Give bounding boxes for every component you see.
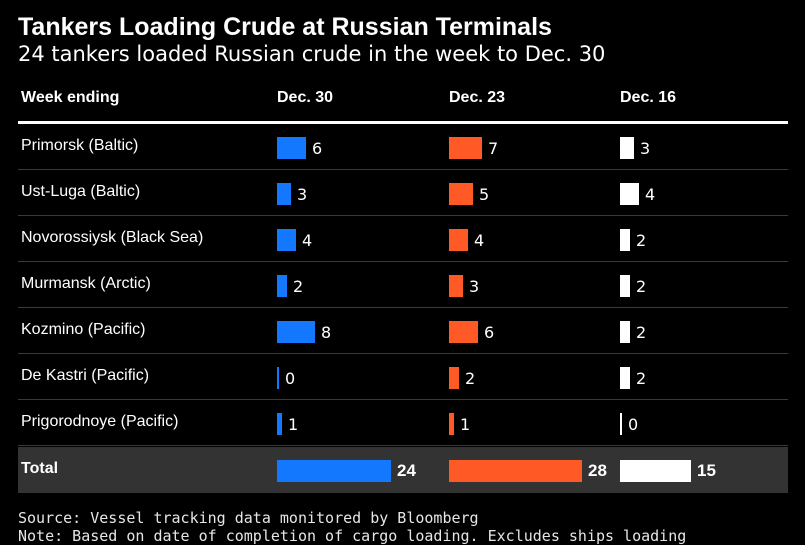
bar-value-label: 8 <box>321 323 332 342</box>
table-row: Prigorodnoye (Pacific) 1 1 0 <box>18 400 788 446</box>
bar-value-label: 2 <box>636 369 647 388</box>
bar-value-label: 0 <box>628 415 639 434</box>
bar <box>620 183 639 205</box>
table-row: Kozmino (Pacific) 8 6 2 <box>18 308 788 354</box>
label-column-header: Week ending <box>21 89 120 106</box>
bar-value-label: 3 <box>640 139 651 158</box>
column-header-dec-30: Dec. 30 <box>277 89 334 106</box>
bar-value-label: 2 <box>636 323 647 342</box>
bar-value-label: 2 <box>636 231 647 250</box>
bar-value-label: 4 <box>645 185 656 204</box>
bar-value-label: 5 <box>479 185 490 204</box>
bar <box>449 413 454 435</box>
bar-value-label: 15 <box>697 461 716 480</box>
table-row: De Kastri (Pacific) 0 2 2 <box>18 354 788 400</box>
column-header-dec-16: Dec. 16 <box>620 89 677 106</box>
bar-value-label: 3 <box>297 185 308 204</box>
bar <box>620 137 634 159</box>
bar <box>620 413 622 435</box>
source-note: Source: Vessel tracking data monitored b… <box>18 509 479 527</box>
bar <box>449 275 463 297</box>
bar <box>277 229 296 251</box>
table-row: Murmansk (Arctic) 2 3 2 <box>18 262 788 308</box>
row-label-kozmino-pacific: Kozmino (Pacific) <box>21 321 146 338</box>
row-label-prigorodnoye-pacific: Prigorodnoye (Pacific) <box>21 413 179 430</box>
bar <box>620 321 630 343</box>
bar <box>449 229 468 251</box>
bar-value-label: 4 <box>302 231 313 250</box>
row-label-primorsk-baltic: Primorsk (Baltic) <box>21 137 139 154</box>
chart-footer: Source: Vessel tracking data monitored b… <box>18 509 686 545</box>
bar-value-label: 28 <box>588 461 607 480</box>
total-label: Total <box>21 460 59 477</box>
bar <box>449 367 459 389</box>
table-row: Primorsk (Baltic) 6 7 3 <box>18 124 788 170</box>
chart-title: Tankers Loading Crude at Russian Termina… <box>18 13 552 41</box>
row-label-novorossiysk-black-sea: Novorossiysk (Black Sea) <box>21 229 204 246</box>
total-row: Total 24 28 15 <box>18 447 788 493</box>
bar-value-label: 6 <box>484 323 495 342</box>
bar-value-label: 1 <box>460 415 471 434</box>
bar <box>449 183 473 205</box>
bar <box>620 229 630 251</box>
header-rule <box>18 121 788 124</box>
bar <box>449 321 478 343</box>
row-label-de-kastri-pacific: De Kastri (Pacific) <box>21 367 150 384</box>
bar-value-label: 2 <box>636 277 647 296</box>
bar <box>277 460 391 482</box>
bar <box>277 137 306 159</box>
bar-value-label: 6 <box>312 139 323 158</box>
bar-value-label: 2 <box>465 369 476 388</box>
table-row: Ust-Luga (Baltic) 3 5 4 <box>18 170 788 216</box>
table-row: Novorossiysk (Black Sea) 4 4 2 <box>18 216 788 262</box>
bar <box>620 460 691 482</box>
bar <box>277 367 279 389</box>
bar <box>277 413 282 435</box>
footnote: Note: Based on date of completion of car… <box>18 527 687 545</box>
bar-value-label: 0 <box>285 369 296 388</box>
bar <box>449 137 482 159</box>
bar <box>277 183 291 205</box>
bar-value-label: 1 <box>288 415 299 434</box>
row-label-ust-luga-baltic: Ust-Luga (Baltic) <box>21 183 141 200</box>
bar <box>449 460 582 482</box>
bar <box>277 321 315 343</box>
column-header-dec-23: Dec. 23 <box>449 89 506 106</box>
bar <box>277 275 287 297</box>
bar-value-label: 7 <box>488 139 499 158</box>
bar-value-label: 3 <box>469 277 480 296</box>
chart-subtitle: 24 tankers loaded Russian crude in the w… <box>18 42 606 66</box>
bar-value-label: 4 <box>474 231 485 250</box>
bar <box>620 275 630 297</box>
row-label-murmansk-arctic: Murmansk (Arctic) <box>21 275 151 292</box>
bar-value-label: 2 <box>293 277 304 296</box>
bar-value-label: 24 <box>397 461 416 480</box>
bar <box>620 367 630 389</box>
